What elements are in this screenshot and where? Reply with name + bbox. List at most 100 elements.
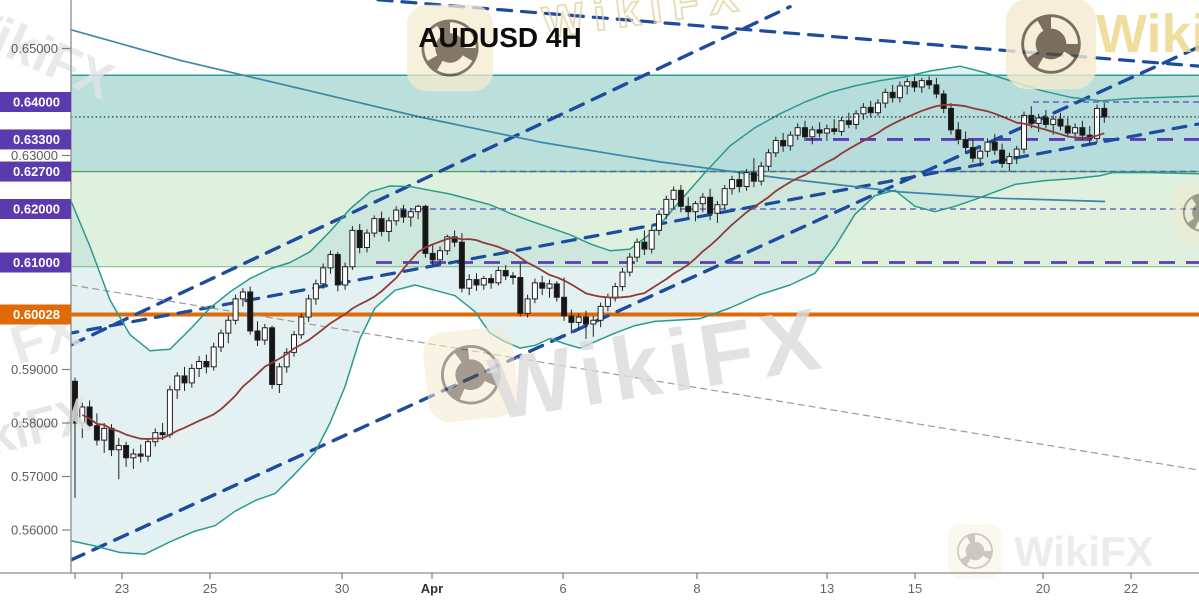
candle: [707, 188, 714, 221]
x-axis-label: 22: [1124, 581, 1138, 596]
candle: [225, 316, 232, 344]
bull-candle-body: [809, 129, 816, 138]
bear-candle-body: [991, 141, 998, 151]
y-axis-badge-label: 0.60028: [13, 307, 60, 322]
wikifx-watermark-text: Wiki: [1096, 4, 1199, 64]
bear-candle-body: [203, 360, 210, 368]
candle: [181, 366, 188, 391]
candle: [991, 134, 998, 155]
candle: [729, 175, 735, 195]
candle: [626, 252, 633, 277]
bull-candle-body: [174, 375, 181, 391]
candle: [984, 138, 991, 158]
bull-candle-body: [619, 271, 626, 288]
candle: [772, 136, 779, 158]
candle: [1042, 110, 1049, 129]
bear-candle-body: [429, 252, 436, 261]
candle: [254, 321, 261, 346]
x-axis-label: 25: [203, 581, 217, 596]
bull-candle-body: [239, 291, 246, 300]
ascending-channel-lower: [71, 45, 1199, 562]
bear-candle-body: [940, 93, 947, 109]
y-axis-label: 0.59000: [11, 362, 58, 377]
candle: [831, 119, 838, 135]
candle: [276, 363, 283, 394]
bear-candle-body: [502, 270, 509, 277]
chart-title: AUDUSD 4H: [418, 22, 581, 53]
candle: [218, 329, 224, 352]
bear-candle-body: [802, 127, 808, 138]
candle: [583, 310, 589, 340]
candle: [590, 316, 597, 337]
plot-area: [71, 0, 1199, 562]
bull-candle-body: [115, 444, 122, 451]
bear-candle-body: [677, 189, 684, 207]
bear-candle-body: [926, 80, 933, 86]
candle: [780, 133, 787, 152]
bull-candle-body: [772, 140, 779, 154]
candle: [312, 279, 319, 305]
candle: [93, 413, 100, 446]
candle: [597, 302, 604, 328]
resistance-zone: [71, 75, 1199, 172]
candle: [568, 309, 575, 334]
candle: [305, 294, 312, 322]
bollinger-fill: [71, 66, 1199, 555]
candle: [480, 275, 487, 290]
candle: [648, 226, 655, 254]
candle: [385, 217, 392, 242]
candle: [845, 112, 852, 129]
bull-candle-body: [1072, 127, 1079, 134]
y-axis-price-badge: [0, 129, 71, 150]
bull-candle-body: [320, 267, 327, 285]
x-axis-label: 23: [115, 581, 129, 596]
candle: [166, 385, 173, 438]
y-axis-label: 0.58000: [11, 416, 58, 431]
candle: [458, 233, 465, 293]
bull-candle-body: [166, 389, 173, 436]
bull-candle-body: [648, 229, 655, 250]
bear-candle-body: [269, 327, 276, 385]
bull-candle-body: [612, 286, 619, 298]
candle: [619, 267, 626, 291]
bull-candle-body: [342, 266, 349, 286]
candle: [72, 377, 78, 498]
bear-candle-body: [816, 129, 823, 134]
bear-candle-body: [159, 432, 166, 436]
bear-candle-body: [583, 316, 589, 325]
y-axis-badge-label: 0.64000: [13, 95, 60, 110]
bull-candle-body: [531, 282, 538, 300]
bear-candle-body: [488, 278, 495, 284]
bull-candle-body: [291, 334, 297, 353]
candle: [656, 210, 662, 236]
candle: [867, 100, 874, 118]
candles-layer: [72, 76, 1108, 498]
bear-candle-body: [517, 276, 524, 314]
y-axis-price-badge: [0, 304, 71, 325]
candle: [422, 204, 429, 258]
candle: [904, 77, 911, 95]
bull-candle-body: [1035, 117, 1042, 124]
bull-candle-body: [656, 213, 662, 231]
wikifx-watermark-text: WikiFX: [1014, 528, 1154, 575]
bollinger-upper: [71, 65, 1199, 352]
candle: [524, 294, 531, 318]
candle: [400, 204, 407, 223]
candle: [334, 251, 341, 292]
y-axis-badge-label: 0.61000: [13, 255, 60, 270]
bull-candle-body: [626, 256, 633, 273]
bear-candle-body: [1057, 118, 1064, 127]
bull-candle-body: [1006, 156, 1013, 165]
candle: [977, 147, 984, 167]
candle: [699, 192, 706, 213]
bull-candle-body: [145, 441, 151, 457]
candle: [196, 356, 203, 377]
bull-candle-body: [699, 196, 706, 205]
bull-candle-body: [437, 250, 443, 261]
bull-candle-body: [823, 128, 830, 134]
bear-candle-body: [948, 107, 954, 131]
candle: [232, 294, 239, 325]
candle: [670, 186, 677, 210]
y-axis-label: 0.57000: [11, 469, 58, 484]
